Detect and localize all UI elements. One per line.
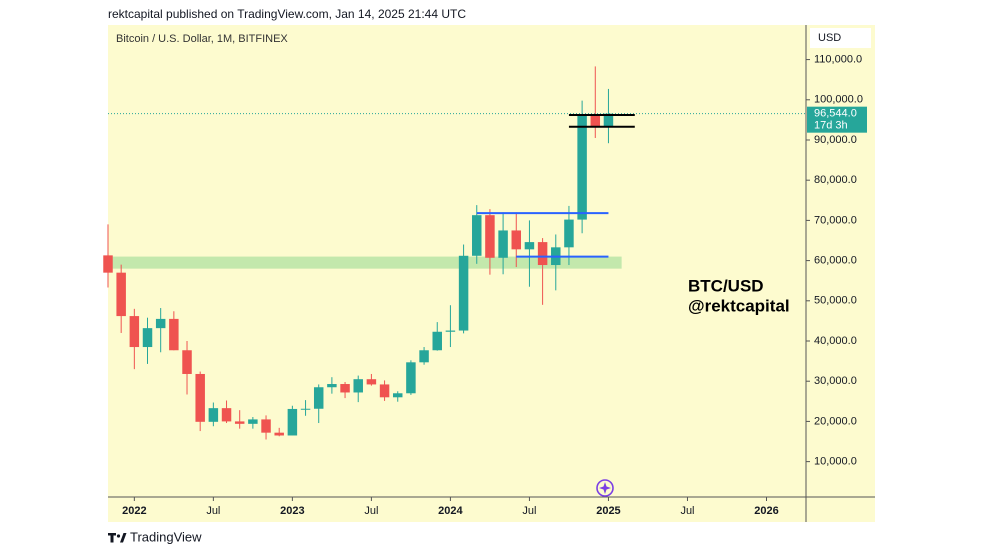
currency: USD [818,32,841,44]
y-tick-label: 30,000.0 [814,375,857,387]
candle-body [287,408,298,436]
candle-body [353,379,363,393]
y-tick-label: 80,000.0 [814,174,857,186]
annotation: BTC/USD [688,276,764,295]
candle-body [485,215,495,258]
x-tick-label: Jul [680,505,694,517]
candle-body [248,419,258,424]
candle-body [445,330,456,332]
candle-body [432,331,442,351]
footer-brand: TradingView [130,529,202,544]
candle-body [300,408,311,410]
last-price-box [807,106,867,133]
candle-body [498,230,508,258]
candle-body [379,384,390,398]
x-tick-label: Jul [206,505,220,517]
candle-body [234,421,245,424]
candle-body [327,384,337,388]
x-tick-label: 2024 [438,505,463,517]
candle-body [564,219,574,248]
candle-body [458,255,469,331]
candle-body [129,316,140,348]
x-tick-label: Jul [364,505,378,517]
x-tick-label: 2022 [122,505,146,517]
x-tick-label: 2023 [280,505,304,517]
candle-body [537,242,548,266]
y-tick-label: 20,000.0 [814,415,857,427]
candle-body [366,379,377,385]
candle-body [274,432,284,436]
star-icon [596,479,614,497]
candle-body [261,419,271,433]
last-price-label: 96,544.0 [814,108,857,120]
y-tick-label: 100,000.0 [814,94,863,106]
currency-box [810,28,871,48]
x-tick-label: 2026 [754,505,778,517]
candle-body [155,318,166,329]
candle-body [406,362,416,394]
candle-body [472,215,482,256]
candle-body [182,350,192,374]
candle-body [590,114,601,127]
candle-body [419,350,429,363]
candle-body [511,230,522,250]
y-tick-label: 110,000.0 [814,53,862,65]
y-tick-label: 10,000.0 [814,456,857,468]
candle-body [169,318,179,351]
candle-body [392,393,403,398]
y-tick-label: 60,000.0 [814,255,857,267]
support-band [108,256,622,269]
y-tick-label: 40,000.0 [814,335,857,347]
x-tick-label: Jul [522,505,536,517]
candle-body [103,255,113,273]
candle-body [195,373,205,422]
y-tick-label: 50,000.0 [814,295,857,307]
candle-body [313,387,324,409]
chart-panel [108,25,875,522]
tradingview-logo [108,533,127,543]
candle-body [116,272,126,317]
candle-body [340,384,350,393]
candle-body [524,242,535,250]
candle-body [603,113,614,127]
header-title: rektcapital published on TradingView.com… [108,7,466,21]
chart-title: Bitcoin / U.S. Dollar, 1M, BITFINEX [116,33,288,45]
y-tick-label: 70,000.0 [814,214,857,226]
candle-body [208,408,219,422]
countdown-label: 17d 3h [814,120,848,132]
x-tick-label: 2025 [596,505,620,517]
candle-body [142,328,153,348]
candle-body [221,408,232,422]
candle-body [577,114,587,220]
annotation: @rektcapital [688,296,790,315]
y-tick-label: 90,000.0 [814,134,857,146]
